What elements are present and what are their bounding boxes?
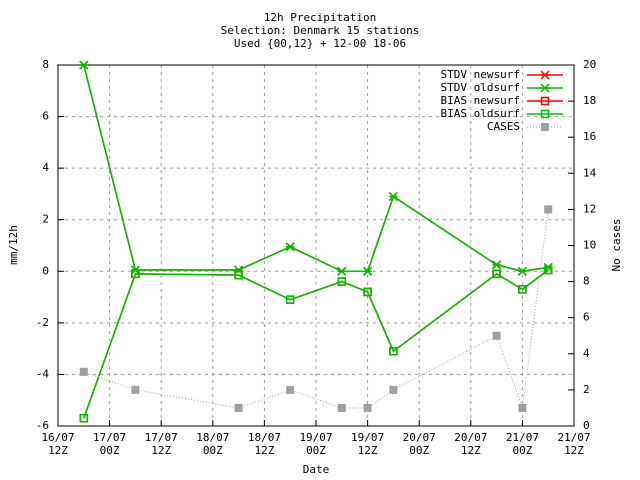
chart-subtitle: Selection: Denmark 15 stations bbox=[221, 24, 420, 37]
marker-filled-square bbox=[337, 403, 346, 412]
marker-square bbox=[543, 265, 553, 275]
marker-square bbox=[540, 109, 550, 119]
marker-cross bbox=[540, 70, 550, 80]
y-tick-label: -2 bbox=[36, 316, 49, 329]
legend-label: STDV oldsurf bbox=[441, 81, 520, 94]
x-tick-label: 17/07 bbox=[145, 431, 178, 444]
legend-label: BIAS newsurf bbox=[441, 94, 520, 107]
y2-tick-label: 18 bbox=[583, 94, 596, 107]
marker-filled-square bbox=[234, 403, 243, 412]
marker-cross bbox=[543, 262, 553, 272]
plot-frame bbox=[57, 64, 575, 427]
legend-label: STDV newsurf bbox=[441, 68, 520, 81]
y-tick-label: 0 bbox=[42, 264, 49, 277]
y2-tick-label: 20 bbox=[583, 58, 596, 71]
x-tick-label: 20/07 bbox=[403, 431, 436, 444]
marker-cross bbox=[540, 83, 550, 93]
x-tick-label: 21/07 bbox=[506, 431, 539, 444]
marker-square bbox=[234, 270, 243, 280]
marker-cross bbox=[234, 265, 244, 275]
marker-square bbox=[285, 295, 295, 304]
y2-tick-label: 12 bbox=[583, 202, 596, 215]
y2-axis-label: No cases bbox=[610, 219, 623, 272]
y-tick-label: 4 bbox=[42, 161, 49, 174]
marker-cross bbox=[492, 260, 502, 270]
y2-tick-label: 16 bbox=[583, 130, 596, 143]
marker-cross bbox=[79, 60, 89, 70]
y2-tick-label: 14 bbox=[583, 166, 597, 179]
x-tick-label: 18/07 bbox=[248, 431, 281, 444]
marker-filled-square bbox=[389, 385, 398, 394]
x-tick-label: 19/07 bbox=[299, 431, 332, 444]
marker-cross bbox=[517, 266, 527, 276]
x-tick-label: 21/07 bbox=[557, 431, 590, 444]
x-tick-label: 00Z bbox=[409, 444, 429, 457]
x-tick-label: 12Z bbox=[48, 444, 68, 457]
marker-filled-square bbox=[492, 331, 501, 340]
x-tick-label: 20/07 bbox=[454, 431, 487, 444]
x-tick-label: 12Z bbox=[461, 444, 481, 457]
y-tick-label: -4 bbox=[36, 367, 50, 380]
marker-square bbox=[363, 287, 372, 297]
marker-filled-square bbox=[131, 385, 140, 394]
series-line bbox=[83, 209, 549, 409]
x-tick-label: 12Z bbox=[254, 444, 274, 457]
y2-tick-label: 10 bbox=[583, 239, 596, 252]
x-tick-label: 00Z bbox=[512, 444, 532, 457]
x-tick-label: 00Z bbox=[203, 444, 223, 457]
y-tick-label: 8 bbox=[42, 58, 49, 71]
marker-square bbox=[492, 269, 501, 279]
series-line bbox=[83, 64, 549, 273]
x-tick-label: 12Z bbox=[564, 444, 584, 457]
series-line bbox=[83, 269, 549, 419]
y-axis-label: mm/12h bbox=[7, 225, 20, 265]
y2-tick-label: 6 bbox=[583, 311, 590, 324]
y-tick-label: -6 bbox=[36, 419, 49, 432]
x-tick-label: 19/07 bbox=[351, 431, 384, 444]
legend-label: CASES bbox=[487, 120, 520, 133]
marker-cross bbox=[388, 191, 398, 202]
y2-tick-label: 0 bbox=[583, 419, 590, 432]
x-axis-label: Date bbox=[303, 463, 330, 476]
x-tick-label: 12Z bbox=[358, 444, 378, 457]
marker-square bbox=[389, 346, 398, 356]
marker-square bbox=[131, 269, 140, 279]
marker-square bbox=[518, 285, 527, 294]
x-tick-label: 18/07 bbox=[196, 431, 229, 444]
x-tick-label: 16/07 bbox=[41, 431, 74, 444]
marker-square bbox=[79, 414, 89, 423]
marker-square bbox=[337, 277, 347, 286]
marker-cross bbox=[285, 242, 295, 252]
y2-tick-label: 4 bbox=[583, 347, 590, 360]
chart-subtitle: Used {00,12} + 12-00 18-06 bbox=[234, 37, 406, 50]
y-tick-label: 2 bbox=[42, 213, 49, 226]
y2-tick-label: 2 bbox=[583, 383, 590, 396]
y2-tick-label: 8 bbox=[583, 275, 590, 288]
marker-filled-square bbox=[286, 385, 295, 394]
marker-filled-square bbox=[518, 403, 527, 412]
legend-label: BIAS oldsurf bbox=[441, 107, 520, 120]
marker-filled-square bbox=[363, 403, 372, 412]
marker-filled-square bbox=[541, 123, 549, 131]
x-tick-label: 00Z bbox=[306, 444, 326, 457]
x-tick-label: 00Z bbox=[100, 444, 120, 457]
x-tick-label: 12Z bbox=[151, 444, 171, 457]
marker-cross bbox=[337, 266, 347, 276]
marker-filled-square bbox=[544, 205, 553, 214]
marker-cross bbox=[363, 266, 373, 276]
y-tick-label: 6 bbox=[42, 110, 49, 123]
x-tick-label: 17/07 bbox=[93, 431, 126, 444]
marker-filled-square bbox=[79, 367, 88, 376]
marker-square bbox=[540, 96, 550, 106]
chart-title: 12h Precipitation bbox=[264, 11, 377, 24]
